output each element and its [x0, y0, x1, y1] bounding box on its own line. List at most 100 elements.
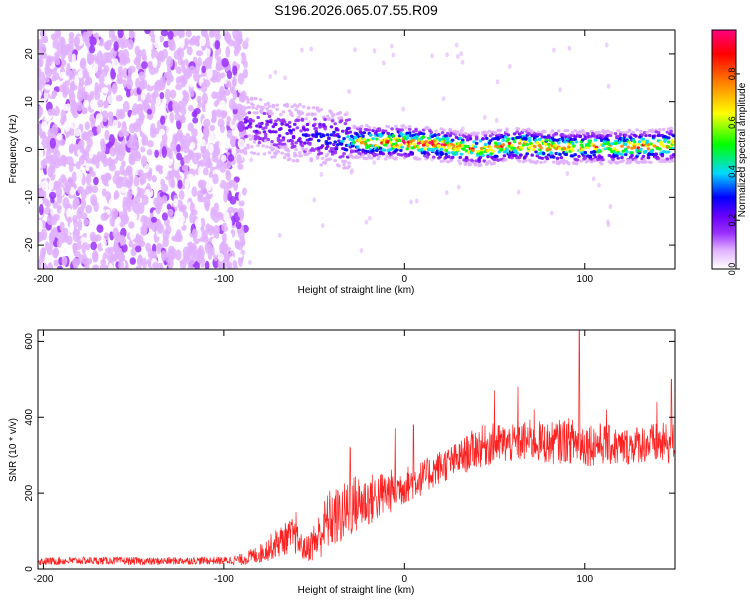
spectrogram-cell [40, 98, 47, 108]
x-tick-label: 0 [402, 574, 408, 585]
spectrogram-cell [517, 159, 522, 163]
spectrogram-cell [176, 229, 182, 238]
spectrogram-cell [623, 152, 628, 157]
spectrogram-cell [236, 53, 242, 65]
spectrogram-cell [225, 170, 232, 181]
spectrogram-cell [166, 56, 174, 68]
spectrogram-cell [527, 139, 532, 143]
spectrogram-cell [298, 151, 302, 155]
spectrogram-cell [666, 140, 671, 144]
spectrogram-cell [569, 134, 574, 138]
spectrogram-cell [233, 47, 240, 57]
spectrogram-cell [371, 137, 375, 141]
spectrogram-cell [161, 194, 168, 204]
spectrogram-cell [469, 151, 474, 155]
spectrogram-cell [38, 150, 44, 161]
spectrogram-cell [313, 112, 317, 116]
spectrogram-cell [248, 259, 252, 265]
spectrogram-cell [85, 163, 90, 172]
y-tick-label: 10 [24, 96, 35, 108]
spectrogram-cell [459, 51, 463, 57]
colorbar-gradient [711, 29, 737, 270]
spectrogram-cell [78, 155, 85, 165]
spectrogram-cell [583, 156, 588, 160]
spectrogram-cell [185, 30, 192, 38]
spectrogram-cell [444, 148, 449, 153]
x-tick-label: 100 [576, 274, 593, 285]
spectrogram-cell [255, 106, 259, 111]
spectrogram-cell [462, 147, 466, 151]
spectrogram-cell [220, 110, 228, 117]
spectrogram-cell [400, 128, 404, 132]
spectrogram-cell [120, 236, 126, 246]
spectrogram-cell [618, 132, 623, 136]
spectrogram-cell [473, 163, 478, 167]
spectrogram-cell [54, 57, 61, 66]
spectrogram-cell [168, 175, 175, 188]
spectrogram-cell [300, 47, 304, 53]
spectrogram-cell [64, 120, 71, 133]
spectrogram-cell [78, 254, 85, 264]
spectrogram-cell [381, 131, 386, 135]
spectrogram-cell [129, 154, 136, 166]
spectrogram-cell [295, 104, 300, 109]
spectrogram-cell [50, 233, 55, 243]
spectrogram-cell [361, 153, 365, 157]
spectrogram-cell [77, 141, 84, 150]
spectrogram-cell [390, 43, 394, 49]
spectrogram-cell [340, 129, 345, 133]
spectrogram-cell [77, 70, 84, 79]
spectrogram-cell [530, 153, 535, 157]
spectrogram-cell [271, 103, 276, 107]
spectrogram-cell [122, 176, 129, 187]
spectrogram-cell [635, 128, 639, 132]
spectrogram-cell [204, 57, 212, 68]
spectrogram-cell [221, 154, 227, 163]
spectrogram-cell [237, 163, 244, 170]
spectrogram-cell [646, 147, 651, 151]
spectrogram-cell [237, 138, 246, 150]
spectrogram-cell [275, 103, 279, 107]
spectrogram-cell [101, 87, 109, 94]
spectrogram-cell [187, 122, 194, 132]
spectrogram-cell [364, 124, 369, 128]
spectrogram-cell [390, 127, 394, 131]
snr-panel: -200 -100 0 100 0 200 400 600 Height of straigh… [8, 329, 676, 596]
spectrogram-cell [647, 152, 652, 157]
spectrogram-cell [256, 143, 260, 148]
spectrogram-cell [665, 157, 670, 161]
spectrogram-cell [573, 137, 578, 141]
spectrogram-cell [131, 200, 139, 213]
spectrogram-cell [289, 131, 293, 135]
spectrogram-cell [599, 162, 604, 166]
spectrogram-cell [111, 84, 117, 95]
spectrogram-cell [658, 133, 662, 137]
spectrogram-cell [171, 219, 179, 231]
spectrogram-cell [162, 166, 170, 173]
spectrogram-cell [237, 111, 244, 124]
spectrogram-cell [79, 197, 87, 210]
spectrogram-cell [45, 200, 51, 208]
spectrogram-cell [68, 143, 74, 154]
spectrogram-cell [111, 207, 119, 219]
spectrogram-cell [210, 227, 216, 234]
spectrogram-cell [157, 223, 164, 234]
spectrogram-cell [562, 161, 566, 165]
spectrogram-cell [249, 157, 254, 163]
spectrogram-cell [137, 49, 143, 57]
spectrogram-cell [106, 251, 114, 263]
spectrogram-cell [404, 126, 408, 130]
spectrogram-cell [58, 84, 66, 93]
y-tick-label: 200 [24, 484, 35, 501]
spectrogram-cell [270, 139, 274, 144]
spectrogram-cell [129, 257, 136, 265]
spectrogram-cell [538, 137, 542, 141]
spectrogram-cell [85, 242, 91, 251]
spectrogram-cell [175, 249, 182, 261]
spectrogram-cell [353, 47, 357, 53]
spectrogram-cell [184, 178, 190, 190]
spectrogram-cell [77, 186, 84, 194]
spectrogram-cell [368, 133, 373, 137]
spectrogram-cell [159, 91, 165, 100]
spectrogram-cell [347, 164, 351, 168]
